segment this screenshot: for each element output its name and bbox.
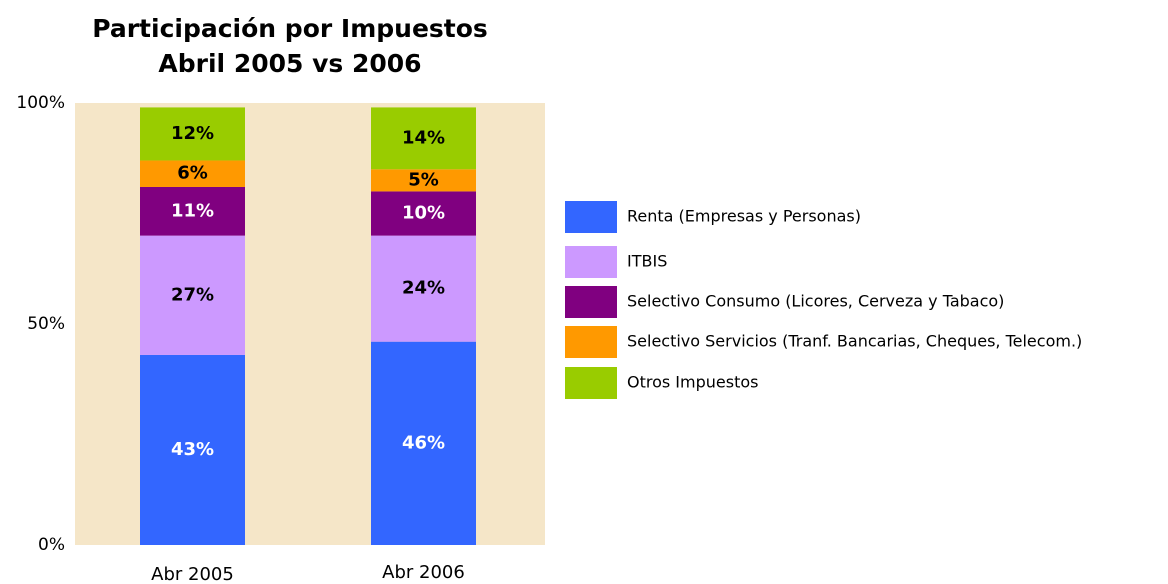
x-tick-label: Abr 2006 (382, 562, 465, 583)
bar-segment (371, 169, 476, 192)
bar-segment (371, 341, 476, 545)
bar-segment (140, 354, 245, 545)
legend-label: Renta (Empresas y Personas) (627, 207, 861, 226)
bar-segment (371, 191, 476, 236)
bar-segment (371, 107, 476, 170)
value-label: 11% (171, 200, 214, 221)
value-label: 14% (402, 127, 445, 148)
legend-swatch (565, 201, 617, 233)
value-label: 27% (171, 284, 214, 305)
legend-label: Otros Impuestos (627, 373, 758, 392)
legend-swatch (565, 367, 617, 399)
value-label: 24% (402, 278, 445, 299)
legend-label: Selectivo Consumo (Licores, Cerveza y Ta… (627, 292, 1004, 311)
y-tick-label: 100% (16, 93, 65, 113)
bar-segment (140, 107, 245, 161)
bar-segment (140, 160, 245, 187)
legend-label: ITBIS (627, 252, 667, 271)
value-label: 46% (402, 432, 445, 453)
legend-swatch (565, 326, 617, 358)
value-label: 12% (171, 123, 214, 144)
legend-label: Selectivo Servicios (Tranf. Bancarias, C… (627, 332, 1082, 351)
x-tick-label: Abr 2005 (151, 564, 234, 584)
bar-segment (140, 235, 245, 355)
legend-swatch (565, 286, 617, 318)
legend-swatch (565, 246, 617, 278)
chart-title: Participación por Impuestos (92, 14, 488, 43)
y-tick-label: 50% (27, 314, 65, 334)
value-label: 43% (171, 439, 214, 460)
value-label: 6% (177, 163, 208, 184)
value-label: 10% (402, 203, 445, 224)
bar-segment (140, 186, 245, 236)
y-tick-label: 0% (38, 535, 65, 555)
bar-segment (371, 235, 476, 342)
chart-title: Abril 2005 vs 2006 (158, 49, 421, 78)
value-label: 5% (408, 169, 439, 190)
